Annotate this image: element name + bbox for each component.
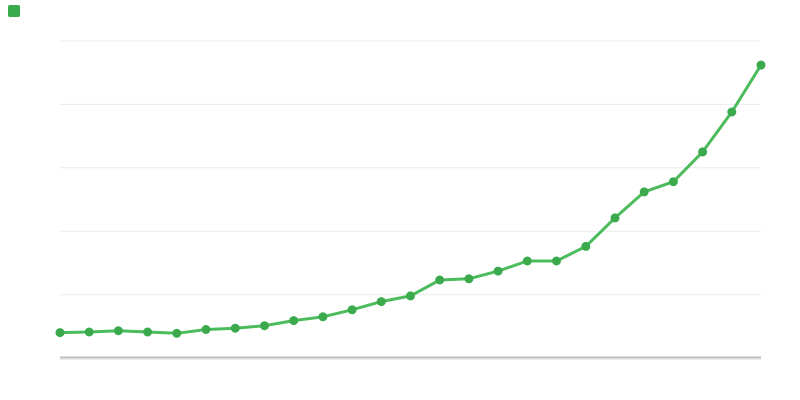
data-point-marker[interactable] xyxy=(289,316,299,326)
data-point-marker[interactable] xyxy=(639,187,649,197)
data-point-marker[interactable] xyxy=(347,305,357,315)
data-point-marker[interactable] xyxy=(376,297,386,307)
data-point-marker[interactable] xyxy=(201,325,211,334)
data-point-marker[interactable] xyxy=(727,107,737,117)
data-point-marker[interactable] xyxy=(113,326,123,336)
data-point-marker[interactable] xyxy=(55,328,65,338)
data-point-marker[interactable] xyxy=(552,256,561,266)
data-point-marker[interactable] xyxy=(230,323,240,333)
data-point-marker[interactable] xyxy=(406,291,415,301)
data-point-marker[interactable] xyxy=(581,241,591,251)
data-point-marker[interactable] xyxy=(756,60,766,70)
legend-swatch xyxy=(8,5,20,17)
data-point-marker[interactable] xyxy=(260,321,269,331)
data-point-marker[interactable] xyxy=(318,312,328,322)
data-point-marker[interactable] xyxy=(435,275,445,285)
data-point-marker[interactable] xyxy=(172,328,182,338)
data-point-marker[interactable] xyxy=(493,266,503,276)
data-point-marker[interactable] xyxy=(84,327,94,337)
data-point-marker[interactable] xyxy=(464,274,474,284)
data-point-marker[interactable] xyxy=(522,256,532,266)
data-point-marker[interactable] xyxy=(698,147,708,157)
data-point-marker[interactable] xyxy=(143,327,153,337)
data-point-marker[interactable] xyxy=(610,213,620,223)
data-point-marker[interactable] xyxy=(668,177,678,187)
